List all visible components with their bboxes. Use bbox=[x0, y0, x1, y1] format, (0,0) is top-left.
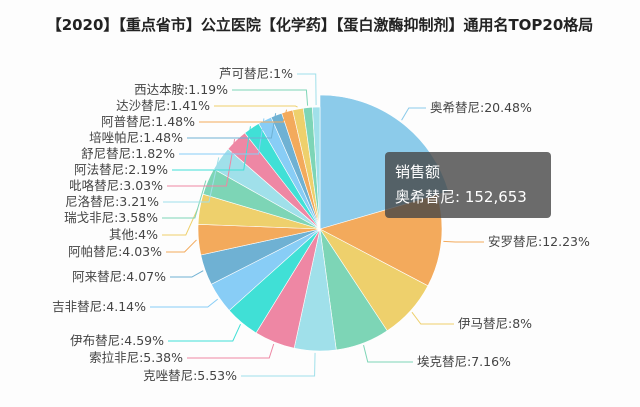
label-leader-line bbox=[163, 157, 220, 203]
slice-label: 达沙替尼:1.41% bbox=[116, 98, 210, 113]
slice-label: 尼洛替尼:3.21% bbox=[65, 194, 159, 209]
label-leader-line bbox=[170, 270, 204, 278]
label-leader-line bbox=[150, 298, 219, 308]
chart-title: 【2020】【重点省市】公立医院【化学药】【蛋白激酶抑制剂】通用名TOP20格局 bbox=[46, 16, 594, 34]
label-leader-line bbox=[162, 180, 207, 219]
slice-label: 阿法替尼:2.19% bbox=[74, 162, 168, 177]
label-leader-line bbox=[162, 208, 199, 236]
slice-label: 芦可替尼:1% bbox=[219, 66, 293, 81]
slice-label: 其他:4% bbox=[109, 227, 158, 242]
slice-label: 伊布替尼:4.59% bbox=[70, 333, 164, 348]
slice-label: 克唑替尼:5.53% bbox=[143, 368, 237, 383]
slice-label: 阿普替尼:1.48% bbox=[101, 114, 195, 129]
label-leader-line bbox=[411, 311, 454, 325]
label-leader-line bbox=[179, 118, 265, 155]
tooltip-value: 奥希替尼: 152,653 bbox=[395, 188, 527, 206]
slice-label: 吉非替尼:4.14% bbox=[52, 299, 146, 314]
slice-label: 西达本胺:1.19% bbox=[134, 82, 228, 97]
slice-label: 埃克替尼:7.16% bbox=[417, 354, 511, 369]
pie-slice[interactable] bbox=[312, 106, 321, 230]
slice-label: 培唑帕尼:1.48% bbox=[89, 130, 183, 145]
label-leader-line bbox=[187, 113, 277, 139]
label-leader-line bbox=[297, 73, 317, 106]
slice-label: 舒尼替尼:1.82% bbox=[81, 146, 175, 161]
tooltip-title: 销售额 bbox=[395, 163, 441, 181]
label-leader-line bbox=[172, 126, 251, 171]
label-leader-line bbox=[214, 105, 298, 108]
slice-label: 索拉非尼:5.38% bbox=[89, 350, 183, 365]
label-leader-line bbox=[401, 107, 426, 121]
slice-label: 阿帕替尼:4.03% bbox=[68, 244, 162, 259]
label-leader-line bbox=[443, 240, 484, 243]
slice-label: 安罗替尼:12.23% bbox=[488, 234, 590, 249]
slice-label: 伊马替尼:8% bbox=[458, 316, 532, 331]
label-leader-line bbox=[187, 343, 275, 359]
slice-label: 瑞戈非尼:3.58% bbox=[64, 210, 158, 225]
label-leader-line bbox=[199, 109, 288, 123]
tooltip: 销售额 奥希替尼: 152,653 bbox=[385, 152, 551, 218]
label-leader-line bbox=[167, 138, 236, 187]
slice-label: 吡咯替尼:3.03% bbox=[69, 178, 163, 193]
slice-label: 奥希替尼:20.48% bbox=[430, 100, 532, 115]
slice-label: 阿来替尼:4.07% bbox=[72, 269, 166, 284]
label-leader-line bbox=[166, 239, 197, 253]
label-leader-line bbox=[232, 89, 309, 106]
label-leader-line bbox=[168, 323, 241, 342]
label-leader-line bbox=[363, 344, 413, 363]
label-leader-line bbox=[241, 352, 316, 377]
